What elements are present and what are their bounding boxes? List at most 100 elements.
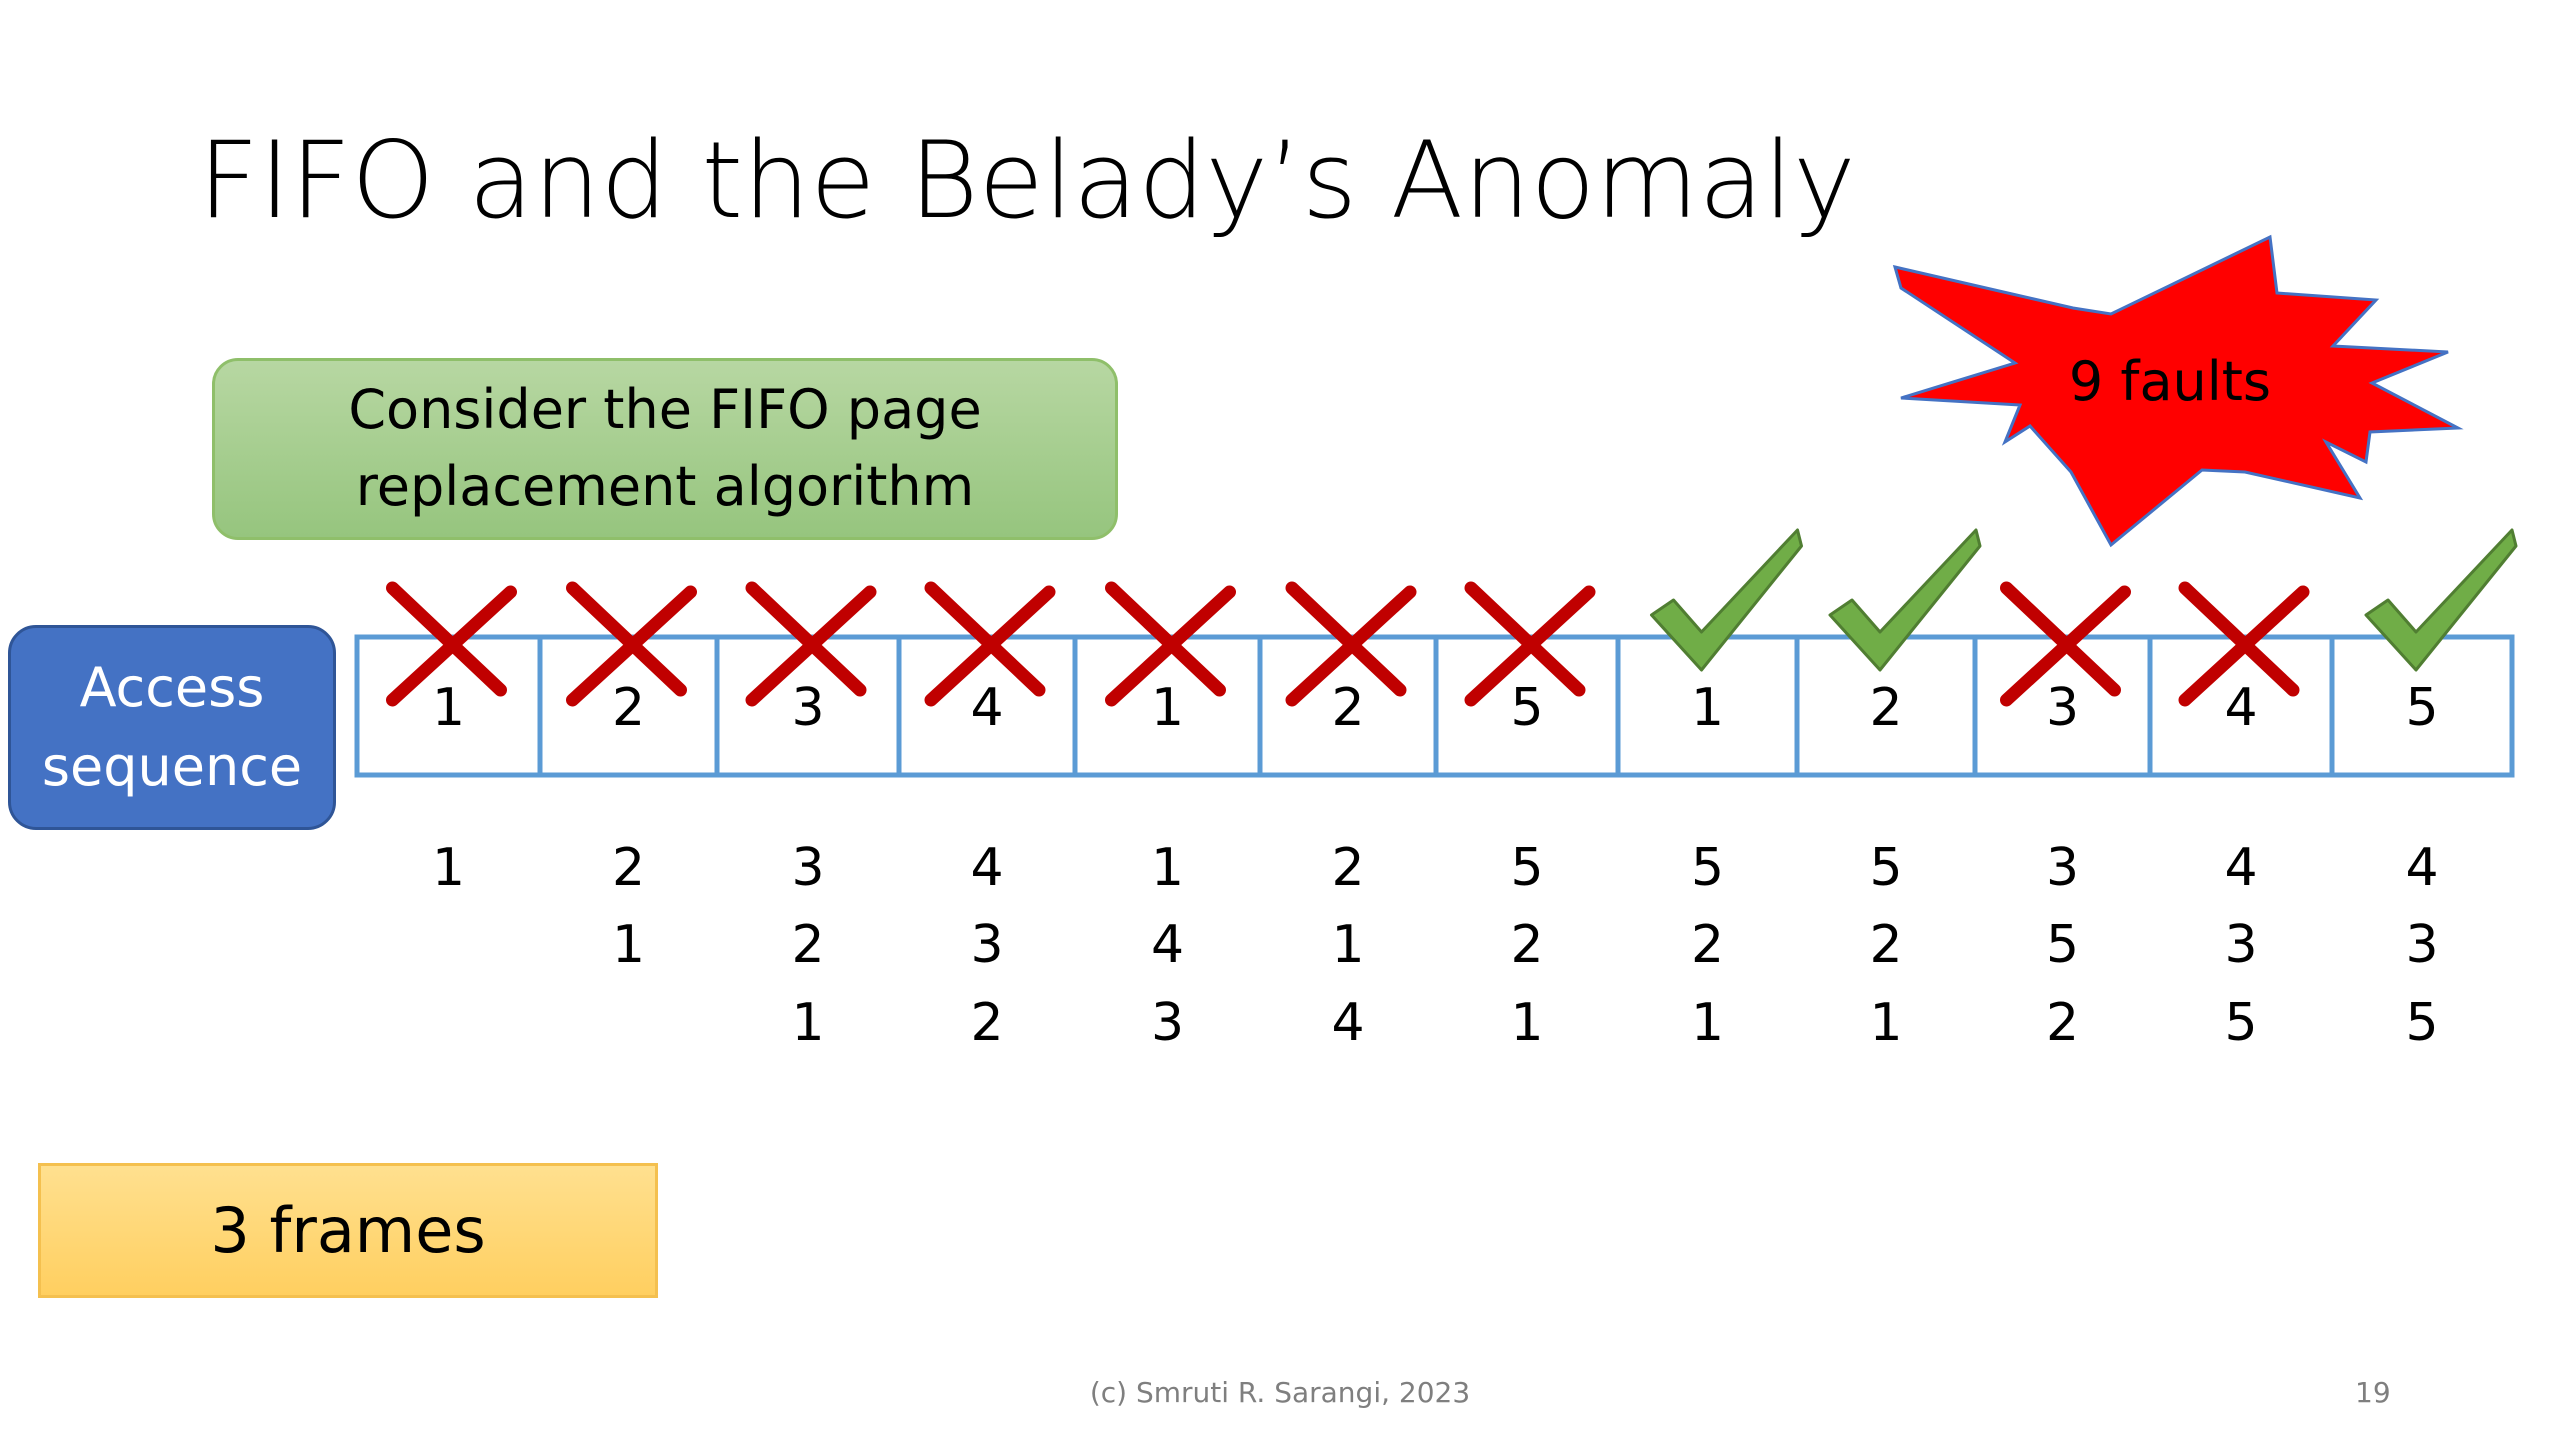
cross-stroke [924, 581, 1046, 697]
frame-value: 2 [791, 915, 824, 975]
frame-value: 3 [970, 915, 1003, 975]
frame-value: 3 [791, 838, 824, 898]
access-cell [2147, 634, 2335, 778]
fault-cross-icon [1105, 581, 1236, 707]
access-page-number: 3 [2046, 678, 2079, 738]
frames-count-box: 3 frames [38, 1163, 658, 1298]
slide-title: FIFO and the Belady’s Anomaly [198, 119, 1856, 242]
cross-stroke [566, 585, 697, 707]
cross-stroke [386, 585, 517, 707]
frame-value: 5 [2224, 993, 2257, 1053]
cross-stroke [2178, 581, 2300, 697]
frame-value: 1 [1151, 838, 1184, 898]
access-cells: 1 2 3 4 1 2 5 1 2 3 4 5 [354, 634, 2515, 778]
cross-stroke [924, 585, 1056, 707]
frame-value: 2 [2046, 993, 2079, 1053]
frame-value: 1 [1869, 993, 1902, 1053]
cross-stroke [745, 581, 867, 697]
callout-box: Consider the FIFO page replacement algor… [212, 358, 1118, 540]
frame-value: 1 [1510, 993, 1543, 1053]
callout-line-1: Consider the FIFO page [348, 378, 982, 442]
access-page-number: 5 [1510, 678, 1543, 738]
hit-check-icon [2364, 528, 2518, 672]
frame-value: 4 [1331, 993, 1364, 1053]
fault-cross-icon [1464, 581, 1596, 707]
frame-value: 4 [2224, 838, 2257, 898]
cross-stroke [745, 585, 877, 707]
access-line-2: sequence [41, 734, 303, 798]
access-page-number: 3 [791, 678, 824, 738]
fault-cross-icon [745, 581, 877, 707]
faults-starburst: 9 faults [1892, 234, 2464, 548]
fault-cross-icon [1285, 581, 1417, 707]
footer-copyright: (c) Smruti R. Sarangi, 2023 [1089, 1376, 1471, 1409]
cross-stroke [386, 581, 507, 697]
frame-value: 2 [1691, 915, 1724, 975]
cross-stroke [1464, 585, 1596, 707]
frame-value: 5 [1691, 838, 1724, 898]
frame-value: 2 [612, 838, 645, 898]
frame-value: 5 [2405, 993, 2438, 1053]
frame-value: 3 [2224, 915, 2257, 975]
frame-value: 3 [2046, 838, 2079, 898]
frame-value: 4 [970, 838, 1003, 898]
fault-cross-icon [2178, 581, 2310, 707]
frame-contents: 1 2 1 3 2 1 4 3 2 1 4 3 2 1 4 5 2 1 5 2 1 5 2 1 3 5 2 4 3 5 4 3 5 [432, 838, 2439, 1053]
access-page-number: 4 [2224, 678, 2257, 738]
access-cell [537, 634, 720, 778]
page-number: 19 [2355, 1376, 2391, 1409]
cross-stroke [2178, 585, 2310, 707]
frame-value: 1 [612, 915, 645, 975]
frame-value: 2 [1331, 838, 1364, 898]
cross-stroke [1105, 585, 1236, 707]
frame-value: 5 [2046, 915, 2079, 975]
callout-line-2: replacement algorithm [355, 455, 975, 518]
cross-stroke [1285, 585, 1417, 707]
access-cell [896, 634, 1078, 778]
frame-value: 4 [1151, 915, 1184, 975]
fault-cross-icon [924, 581, 1056, 707]
frame-value: 4 [2405, 838, 2438, 898]
access-page-number: 1 [432, 678, 465, 738]
frame-value: 2 [1510, 915, 1543, 975]
faults-label: 9 faults [2069, 350, 2271, 413]
cross-stroke [2000, 585, 2131, 707]
frame-value: 5 [1510, 838, 1543, 898]
frame-value: 1 [1331, 915, 1364, 975]
frame-value: 3 [2405, 915, 2438, 975]
frame-value: 2 [1869, 915, 1902, 975]
access-page-number: 1 [1151, 678, 1184, 738]
access-page-number: 2 [1869, 678, 1902, 738]
access-line-1: Access [79, 656, 265, 720]
starburst-shape [1892, 234, 2464, 548]
frame-value: 3 [1151, 993, 1184, 1053]
cross-stroke [1105, 581, 1226, 697]
hit-check-icon [1650, 528, 1803, 672]
access-page-number: 5 [2405, 678, 2438, 738]
cross-stroke [566, 581, 687, 697]
fault-cross-icon [386, 581, 517, 707]
result-marks [386, 528, 2518, 707]
access-cell [714, 634, 902, 778]
access-page-number: 1 [1691, 678, 1724, 738]
access-page-number: 2 [1331, 678, 1364, 738]
frame-value: 5 [1869, 838, 1902, 898]
frames-count-label: 3 frames [210, 1194, 486, 1267]
frame-value: 1 [1691, 993, 1724, 1053]
fault-cross-icon [566, 581, 697, 707]
cross-stroke [1464, 581, 1586, 697]
fault-cross-icon [2000, 581, 2131, 707]
cross-stroke [1285, 581, 1407, 697]
frame-value: 1 [432, 838, 465, 898]
access-page-number: 4 [970, 678, 1003, 738]
access-cell [1072, 634, 1263, 778]
access-cell [1257, 634, 1439, 778]
access-page-number: 2 [612, 678, 645, 738]
frame-value: 2 [970, 993, 1003, 1053]
access-sequence-label: Access sequence [8, 625, 336, 830]
hit-check-icon [1828, 528, 1982, 672]
cross-stroke [2000, 581, 2121, 697]
frame-value: 1 [791, 993, 824, 1053]
